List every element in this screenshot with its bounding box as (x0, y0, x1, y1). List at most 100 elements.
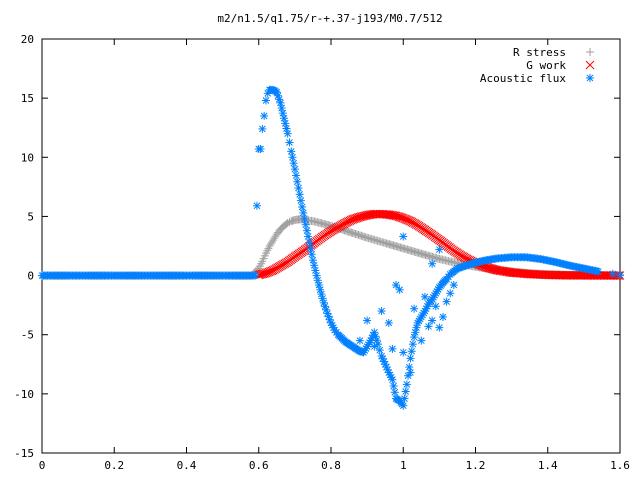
data-point (401, 387, 410, 396)
data-point (290, 165, 299, 174)
data-point (277, 104, 286, 112)
data-point (341, 218, 350, 228)
series-r-stress (38, 215, 624, 280)
data-point (311, 266, 320, 275)
data-point (293, 177, 302, 186)
data-point (428, 316, 437, 325)
data-point (283, 218, 292, 227)
plot-area-border (41, 38, 621, 454)
data-point (295, 190, 304, 199)
data-point (302, 226, 311, 235)
data-point (406, 368, 415, 377)
data-point (287, 147, 296, 156)
data-point (398, 213, 408, 223)
data-point (388, 375, 397, 384)
data-point (402, 380, 411, 389)
data-point (399, 232, 408, 241)
data-point (307, 250, 316, 259)
data-point (300, 214, 309, 223)
data-point (431, 302, 440, 311)
data-point (406, 354, 415, 363)
data-point (296, 196, 305, 205)
data-point (345, 216, 355, 226)
data-point (608, 269, 617, 278)
data-point (403, 215, 412, 225)
data-point (424, 322, 433, 331)
data-point (399, 348, 408, 357)
data-point (263, 268, 272, 277)
legend-marker-icon (586, 74, 594, 82)
data-point (299, 208, 308, 217)
data-point (285, 138, 294, 147)
data-point (289, 159, 298, 168)
data-point (298, 202, 307, 211)
data-point (428, 259, 437, 268)
data-point (288, 153, 297, 162)
data-point (275, 95, 284, 104)
data-point (400, 214, 410, 224)
data-point (283, 129, 292, 138)
x-tick-label: 1.6 (610, 459, 630, 472)
data-point (252, 201, 261, 210)
series-acoustic-flux (38, 85, 624, 410)
series-g-work (254, 209, 625, 280)
data-point (282, 124, 291, 133)
data-point (435, 245, 444, 254)
data-point (594, 267, 603, 276)
x-tick-label: 1.2 (466, 459, 486, 472)
data-point (256, 145, 265, 154)
legend-label: R stress (513, 46, 566, 59)
y-tick-label: -5 (21, 329, 34, 342)
data-point (389, 381, 398, 390)
data-point (343, 217, 353, 226)
data-point (377, 307, 386, 316)
legend-marker-icon (586, 48, 594, 56)
data-point (417, 336, 426, 345)
data-point (261, 96, 270, 105)
data-point (370, 342, 379, 351)
series-layer (38, 85, 625, 410)
y-tick-label: 0 (27, 270, 34, 283)
data-point (399, 401, 408, 410)
data-point (267, 266, 277, 276)
data-point (261, 268, 271, 278)
data-point (442, 297, 451, 306)
legend-marker-icon (585, 60, 595, 70)
data-point (264, 267, 274, 277)
legend-label: G work (526, 59, 566, 72)
x-tick-label: 1.4 (538, 459, 558, 472)
data-point (449, 281, 458, 290)
data-point (301, 220, 310, 229)
data-point (408, 340, 417, 349)
data-point (258, 124, 267, 133)
data-point (420, 292, 429, 301)
data-point (401, 215, 411, 224)
legend-label: Acoustic flux (480, 72, 566, 85)
y-tick-label: -10 (14, 388, 34, 401)
data-point (280, 114, 289, 123)
data-point (405, 363, 414, 372)
data-point (265, 267, 275, 276)
data-point (251, 271, 260, 280)
data-point (322, 305, 331, 314)
data-point (294, 184, 303, 193)
data-point (308, 256, 317, 265)
data-point (388, 344, 397, 353)
axis-ticks: 0 0.2 0.4 0.6 0.8 1 1.2 1.4 1.6 -15 -10 -5 0 5 10 15 20 (14, 33, 630, 472)
data-point (392, 281, 401, 290)
data-point (342, 217, 352, 227)
data-point (278, 109, 287, 118)
data-point (407, 347, 416, 356)
data-point (305, 238, 314, 247)
data-point (404, 216, 414, 225)
data-point (310, 261, 319, 270)
data-point (390, 388, 399, 397)
y-tick-label: -15 (14, 447, 34, 460)
data-point (395, 285, 404, 294)
x-tick-label: 0 (39, 459, 46, 472)
data-point (384, 318, 393, 327)
data-point (292, 171, 301, 180)
data-point (281, 119, 290, 128)
x-tick-label: 0.2 (104, 459, 124, 472)
